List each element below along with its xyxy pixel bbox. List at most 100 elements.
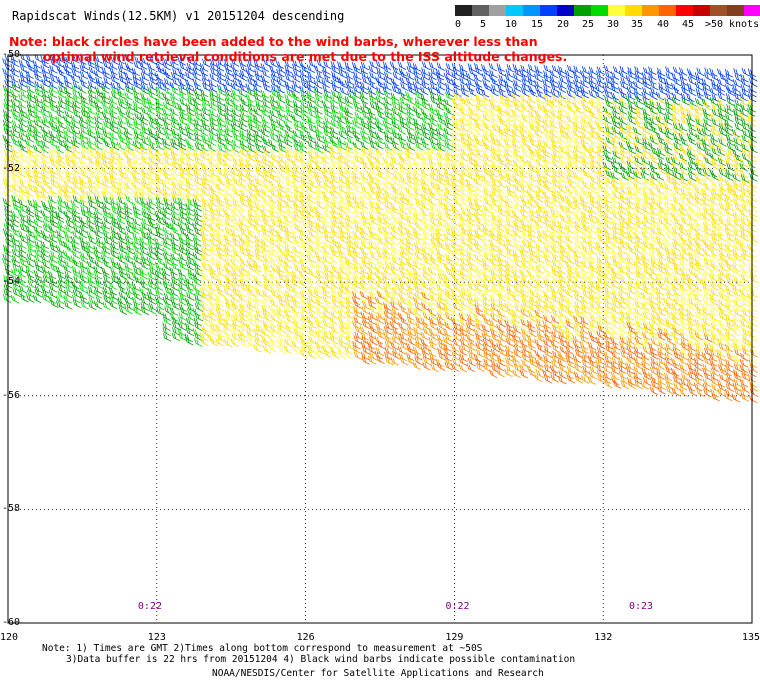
wind-barb — [202, 212, 211, 222]
wind-barb — [483, 142, 492, 152]
wind-barb — [117, 206, 126, 215]
wind-barb — [223, 288, 233, 297]
wind-barb — [673, 87, 683, 96]
wind-barb — [239, 189, 249, 199]
wind-barb — [96, 90, 105, 99]
wind-barb — [169, 222, 178, 232]
wind-barb — [696, 208, 706, 218]
wind-barb — [437, 97, 446, 107]
wind-barb — [704, 262, 713, 272]
wind-barb — [595, 84, 604, 94]
wind-barb — [400, 82, 409, 92]
wind-barb — [194, 93, 204, 102]
wind-barb — [225, 67, 234, 77]
wind-barb — [344, 154, 353, 164]
wind-barb — [642, 80, 651, 90]
wind-barb — [749, 234, 759, 243]
wind-barb — [694, 72, 704, 81]
wind-barb — [261, 94, 271, 103]
wind-barb — [369, 96, 378, 105]
wind-barb — [693, 272, 703, 282]
wind-barb — [353, 75, 362, 84]
wind-barb — [306, 169, 316, 178]
wind-barb — [192, 67, 202, 77]
wind-barb — [596, 154, 606, 164]
wind-barb — [558, 65, 567, 75]
wind-barb — [87, 60, 96, 69]
wind-barb — [734, 143, 743, 153]
wind-barb — [208, 78, 217, 88]
wind-barb — [740, 258, 749, 267]
wind-barb — [414, 86, 423, 95]
wind-barb — [460, 97, 470, 107]
wind-barb — [20, 90, 29, 99]
wind-barb — [331, 74, 341, 84]
wind-barb — [407, 86, 417, 95]
wind-barb — [566, 84, 576, 94]
wind-barb — [602, 85, 612, 94]
wind-barb — [573, 65, 582, 75]
wind-barb — [56, 59, 65, 68]
wind-barb — [323, 90, 333, 100]
wind-barb — [201, 198, 210, 207]
wind-barb — [291, 84, 300, 94]
wind-barb — [369, 60, 378, 70]
wind-barb — [322, 144, 331, 154]
wind-barb — [216, 92, 225, 101]
wind-barb — [496, 63, 505, 72]
wind-barb — [170, 61, 179, 71]
wind-barb — [72, 90, 81, 100]
wind-barb — [605, 76, 614, 86]
wind-barb — [26, 84, 35, 94]
wind-barb — [443, 111, 452, 121]
wind-barb — [346, 85, 356, 95]
wind-barb — [111, 271, 120, 280]
wind-barb — [534, 80, 543, 89]
wind-barb — [261, 194, 270, 203]
wind-barb — [323, 204, 332, 214]
wind-barb — [331, 79, 340, 89]
wind-barb — [544, 183, 553, 193]
wind-barb — [643, 196, 652, 206]
wind-barb — [664, 97, 673, 107]
wind-barb — [504, 84, 513, 94]
wind-barb — [749, 78, 758, 87]
wind-barb — [521, 138, 530, 148]
wind-barb — [511, 128, 520, 138]
wind-barb — [172, 78, 181, 87]
wind-barb — [284, 93, 293, 103]
wind-barb — [465, 97, 475, 106]
wind-barb — [231, 88, 240, 98]
wind-barb — [587, 106, 596, 115]
wind-barb — [383, 246, 392, 256]
wind-barb — [184, 78, 194, 88]
wind-barb — [351, 95, 361, 105]
wind-barb — [741, 88, 750, 98]
wind-barb — [286, 89, 295, 99]
wind-barb — [186, 82, 195, 92]
wind-barb — [247, 229, 256, 239]
wind-barb — [681, 86, 690, 96]
wind-barb — [299, 85, 308, 95]
wind-barb — [429, 246, 438, 256]
wind-barb — [94, 60, 103, 69]
wind-barb — [338, 295, 347, 304]
wind-barb — [716, 207, 726, 217]
wind-barb — [339, 79, 348, 89]
wind-barb — [497, 258, 507, 268]
wind-barb — [216, 97, 225, 106]
wind-barb — [313, 89, 323, 98]
wind-barb — [451, 307, 460, 317]
wind-barb — [679, 223, 688, 232]
wind-barb — [43, 220, 52, 230]
wind-barb — [595, 241, 605, 251]
wind-barb — [641, 91, 650, 101]
wind-barb — [338, 251, 347, 260]
wind-barb — [353, 185, 363, 194]
wind-barb — [506, 89, 515, 99]
wind-barb — [474, 183, 483, 193]
wind-barb — [543, 254, 552, 263]
wind-barb — [78, 164, 88, 174]
wind-barb — [33, 94, 43, 104]
wind-barb — [164, 97, 174, 107]
